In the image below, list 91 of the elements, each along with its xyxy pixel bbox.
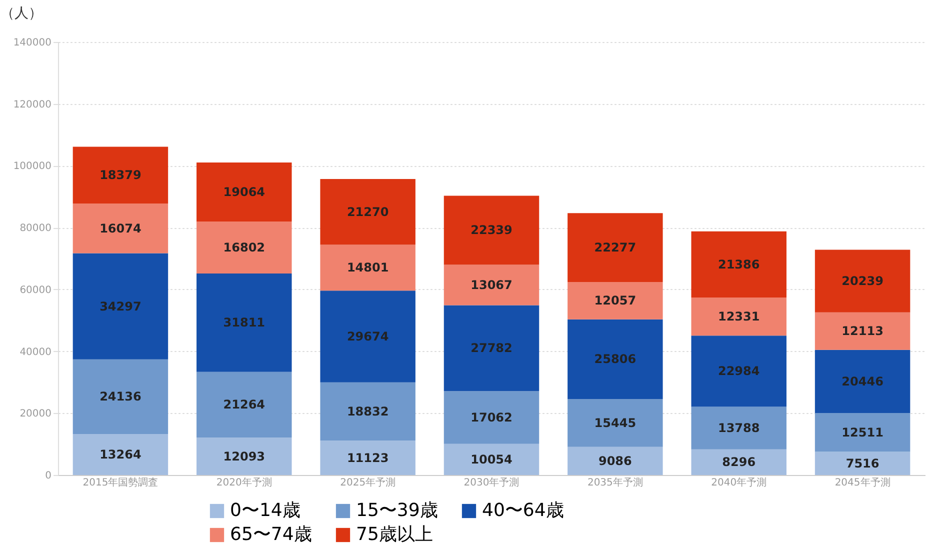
bar xyxy=(691,449,786,475)
x-tick-label: 2035年予測 xyxy=(587,476,643,488)
bar xyxy=(196,273,292,372)
data-label: 24136 xyxy=(100,390,142,404)
bar xyxy=(814,350,910,414)
data-label: 31811 xyxy=(223,316,266,330)
y-tick-label: 20000 xyxy=(20,408,52,420)
bar xyxy=(568,282,663,320)
data-label: 8296 xyxy=(722,455,756,470)
x-tick-label: 2025年予測 xyxy=(340,476,396,488)
bar xyxy=(196,162,292,222)
data-label: 14801 xyxy=(346,260,389,275)
y-tick-label: 120000 xyxy=(13,99,52,110)
data-label: 22984 xyxy=(718,364,760,378)
data-label: 29674 xyxy=(346,329,389,344)
bar xyxy=(444,444,540,475)
bar xyxy=(444,196,540,265)
bar xyxy=(320,244,416,291)
bar xyxy=(568,319,663,400)
data-label: 15445 xyxy=(594,416,636,430)
x-tick-label: 2045年予測 xyxy=(834,476,890,488)
bar xyxy=(691,406,786,450)
bar xyxy=(568,213,663,282)
x-tick-label: 2015年国勢調査 xyxy=(82,476,158,488)
y-tick-label: 140000 xyxy=(13,38,52,48)
data-label: 12093 xyxy=(223,449,266,464)
bar xyxy=(196,372,292,438)
bar xyxy=(444,264,540,306)
x-tick-label: 2020年予測 xyxy=(216,476,272,488)
legend-label: 0〜14歳 xyxy=(230,500,300,521)
legend-label: 65〜74歳 xyxy=(230,524,312,545)
legend-label: 40〜64歳 xyxy=(482,500,564,521)
bar xyxy=(691,336,786,407)
data-label: 16802 xyxy=(223,240,266,254)
data-label: 18832 xyxy=(346,404,389,418)
bar xyxy=(320,440,416,475)
bar xyxy=(691,297,786,336)
bar xyxy=(72,359,168,434)
x-tick-label: 2030年予測 xyxy=(464,476,520,488)
bar xyxy=(568,399,663,447)
bar xyxy=(320,290,416,382)
bar xyxy=(72,146,168,204)
data-label: 7516 xyxy=(846,456,880,470)
bar xyxy=(568,446,663,475)
data-label: 21386 xyxy=(718,257,760,272)
bar xyxy=(320,382,416,441)
data-label: 12057 xyxy=(594,294,636,308)
y-tick-label: 40000 xyxy=(20,346,52,358)
y-axis-title: （人） xyxy=(0,6,42,22)
bar xyxy=(196,221,292,274)
y-tick-label: 80000 xyxy=(20,223,52,234)
data-label: 20446 xyxy=(842,374,884,388)
data-label: 11123 xyxy=(346,450,389,465)
data-label: 22277 xyxy=(594,240,636,255)
bar xyxy=(72,434,168,475)
data-label: 19064 xyxy=(223,184,266,199)
data-label: 12511 xyxy=(842,425,884,440)
data-label: 13788 xyxy=(718,421,760,436)
legend-label: 15〜39歳 xyxy=(356,500,438,521)
data-label: 25806 xyxy=(594,352,636,366)
x-tick-label: 2040年予測 xyxy=(711,476,767,488)
bar xyxy=(814,250,910,312)
bar xyxy=(444,305,540,392)
bar xyxy=(814,312,910,350)
data-label: 12113 xyxy=(842,324,884,338)
data-label: 9086 xyxy=(598,454,632,468)
bar xyxy=(691,231,786,298)
data-label: 17062 xyxy=(470,410,512,425)
data-label: 21264 xyxy=(223,398,266,412)
data-label: 18379 xyxy=(100,168,142,182)
bar xyxy=(72,253,168,360)
data-label: 27782 xyxy=(470,341,512,356)
y-tick-label: 60000 xyxy=(20,284,52,296)
data-label: 21270 xyxy=(346,204,389,219)
bar xyxy=(196,438,292,475)
y-tick-label: 100000 xyxy=(13,161,52,172)
data-label: 12331 xyxy=(718,310,760,324)
data-label: 20239 xyxy=(842,274,884,288)
data-label: 10054 xyxy=(470,452,512,466)
bar xyxy=(814,413,910,452)
bar xyxy=(814,452,910,475)
data-label: 34297 xyxy=(100,299,142,314)
bar xyxy=(444,391,540,444)
bar xyxy=(72,204,168,254)
y-tick-label: 0 xyxy=(45,470,52,482)
legend-label: 75歳以上 xyxy=(356,524,433,545)
data-label: 13264 xyxy=(100,447,142,462)
bar xyxy=(320,179,416,245)
data-label: 13067 xyxy=(470,278,512,292)
data-label: 16074 xyxy=(100,221,142,236)
data-label: 22339 xyxy=(470,223,512,238)
